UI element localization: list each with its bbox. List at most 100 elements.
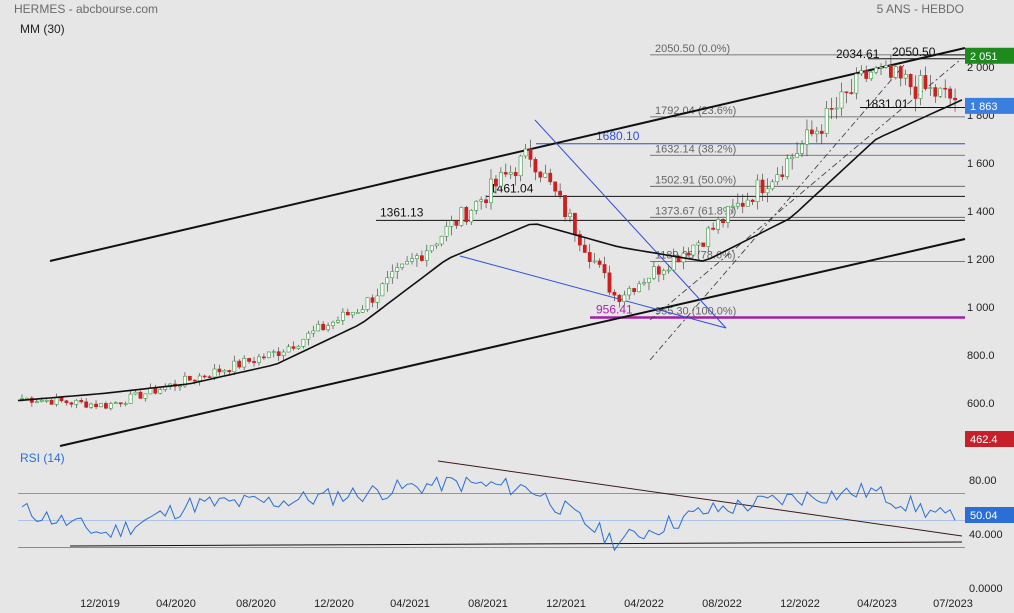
rsi-tick-label: 80.00: [969, 475, 997, 487]
candle-body: [25, 397, 29, 400]
badge-bg: [965, 431, 1014, 447]
candle-body: [864, 70, 869, 79]
fibonacci-levels: 2050.50 (0.0%)1792.04 (23.6%)1632.14 (38…: [376, 43, 965, 319]
candle-body: [795, 153, 799, 158]
candle-body: [321, 323, 326, 331]
candle-body: [750, 199, 755, 202]
candle-body: [785, 158, 790, 177]
candle-body: [469, 210, 474, 223]
time-label: 08/2021: [468, 598, 508, 610]
candle-body: [252, 361, 256, 363]
trendline: [49, 47, 966, 262]
time-label: 12/2019: [80, 598, 120, 610]
rsi-line: [21, 476, 956, 552]
candle-body: [928, 87, 933, 89]
candle-body: [765, 188, 770, 194]
candle-body: [227, 370, 232, 373]
candle-body: [74, 400, 79, 405]
candle-body: [59, 397, 64, 402]
candle-body: [207, 376, 212, 379]
candle-body: [350, 312, 355, 316]
candle-body: [740, 202, 745, 207]
candle-body: [884, 65, 888, 68]
candle-body: [212, 368, 217, 378]
candle-body: [336, 320, 340, 323]
candle-body: [113, 402, 118, 405]
price-tick-label: 1 000: [967, 302, 995, 314]
price-badges: 2 051 1 863 462.4 50.04: [965, 47, 1014, 523]
candle-body: [627, 288, 632, 296]
candle-body: [286, 346, 291, 353]
candle-body: [647, 277, 651, 283]
candle-body: [508, 172, 513, 175]
candle-body: [538, 171, 543, 178]
candle-body: [69, 402, 74, 405]
candle-body: [20, 397, 24, 400]
candle-body: [262, 356, 266, 359]
candle-body: [444, 225, 449, 237]
rsi-support-line: [69, 541, 963, 547]
candle-body: [84, 401, 89, 408]
candle-body: [563, 194, 567, 218]
candle-body: [879, 66, 883, 69]
candle-body: [484, 199, 488, 204]
candle-body: [419, 255, 424, 261]
candle-body: [143, 393, 148, 399]
candle-body: [237, 360, 242, 368]
time-label: 04/2020: [156, 598, 196, 610]
candle-body: [948, 88, 953, 99]
candle-body: [933, 87, 938, 97]
candle-body: [503, 172, 508, 175]
level-label: 956.41: [596, 302, 633, 316]
candle-body: [528, 148, 533, 160]
candle-body: [266, 351, 271, 358]
rsi-label: RSI (14): [20, 451, 65, 465]
level-label: 2034.61: [836, 47, 880, 61]
candle-body: [64, 400, 69, 404]
price-tick-label: 1 600: [967, 158, 995, 170]
time-label: 04/2021: [390, 598, 430, 610]
candle-body: [365, 297, 370, 310]
candle-body: [726, 206, 730, 223]
candle-body: [138, 391, 143, 399]
rsi-tick-label: 0.0000: [969, 583, 1003, 595]
ma-label: MM (30): [20, 22, 65, 36]
candle-body: [79, 400, 84, 403]
price-tick-label: 800.0: [967, 350, 995, 362]
candle-body: [355, 312, 360, 314]
badge-bg: [965, 47, 1014, 64]
candle-body: [449, 220, 454, 227]
candle-body: [459, 207, 464, 226]
candle-body: [814, 130, 819, 135]
rsi-trendline: [437, 460, 963, 537]
candle-body: [410, 258, 414, 262]
candle-body: [686, 252, 691, 256]
candle-body: [178, 385, 182, 388]
candle-body: [711, 227, 716, 230]
candle-body: [128, 393, 133, 404]
candle-body: [108, 403, 113, 409]
candle-body: [306, 332, 311, 340]
candle-body: [94, 403, 98, 408]
candle-body: [819, 130, 824, 134]
candle-body: [770, 181, 775, 190]
candles: [20, 55, 957, 411]
fib-label: 1632.14 (38.2%): [655, 143, 736, 155]
candle-body: [202, 375, 207, 378]
candle-body: [844, 91, 849, 94]
candle-body: [49, 399, 54, 405]
candle-body: [834, 107, 839, 110]
candle-body: [276, 351, 281, 356]
candle-body: [474, 200, 479, 211]
candle-body: [568, 212, 572, 218]
candle-body: [192, 379, 197, 382]
candle-body: [721, 219, 725, 223]
candle-body: [434, 243, 439, 247]
candle-body: [400, 263, 405, 268]
candle-body: [908, 74, 913, 88]
candle-body: [577, 234, 582, 246]
candle-body: [133, 391, 138, 395]
candle-body: [617, 294, 622, 303]
time-label: 08/2022: [702, 598, 742, 610]
candle-body: [316, 323, 321, 332]
